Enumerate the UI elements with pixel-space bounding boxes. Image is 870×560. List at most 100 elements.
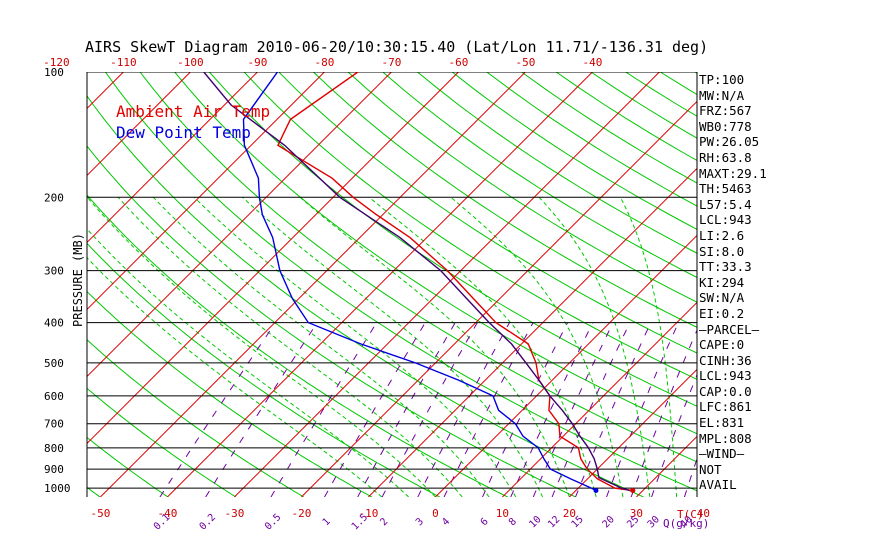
- mixing-ratio-line: [551, 322, 631, 497]
- top-temp-tick-label: -50: [515, 56, 535, 69]
- mixing-ratio-line: [532, 322, 614, 497]
- dry-adiabat: [243, 72, 697, 380]
- dry-adiabat: [104, 72, 697, 492]
- dry-adiabat: [87, 436, 169, 497]
- bottom-temp-tick-label: -40: [157, 507, 177, 520]
- moist-adiabat: [450, 196, 624, 497]
- mixing-ratio-line: [443, 322, 534, 497]
- legend: Ambient Air Temp Dew Point Temp: [116, 102, 270, 142]
- index-row: LFC:861: [699, 399, 752, 415]
- moist-adiabat: [87, 228, 409, 497]
- top-temp-tick-label: -60: [448, 56, 468, 69]
- dry-adiabat: [0, 72, 32, 497]
- mixing-ratio-tick-label: 3: [414, 516, 426, 528]
- dry-adiabat: [87, 486, 101, 497]
- mixing-ratio-line: [324, 322, 426, 497]
- dry-adiabat: [87, 339, 305, 497]
- legend-ambient-air-temp: Ambient Air Temp: [116, 102, 270, 121]
- index-row: LCL:943: [699, 212, 752, 228]
- moist-adiabat: [242, 196, 544, 497]
- mixing-ratio-line: [159, 322, 276, 497]
- pressure-tick-label: 100: [44, 66, 64, 79]
- isotherm: [87, 72, 258, 244]
- index-row: KI:294: [699, 274, 745, 290]
- dry-adiabat: [174, 72, 697, 435]
- mixing-ratio-tick-label: 10: [527, 514, 543, 530]
- mixing-ratio-tick-label: 6: [479, 516, 491, 528]
- bottom-temp-tick-label: -10: [358, 507, 378, 520]
- index-row: EL:831: [699, 415, 745, 431]
- mixing-ratio-tick-label: 12: [546, 514, 562, 530]
- index-row: MW:N/A: [699, 87, 745, 103]
- moist-adiabat: [193, 196, 517, 497]
- index-row: —WIND—: [699, 446, 745, 462]
- index-row: LI:2.6: [699, 227, 745, 243]
- top-temp-tick-label: -70: [381, 56, 401, 69]
- isotherm: [87, 72, 392, 378]
- moist-adiabat: [152, 196, 490, 497]
- mixing-ratio-line: [482, 322, 569, 497]
- index-row: FRZ:567: [699, 103, 752, 119]
- mixing-ratio-line: [417, 322, 510, 497]
- mixing-ratio-line: [630, 328, 697, 497]
- top-temp-tick-label: -100: [177, 56, 204, 69]
- grid-layer: [0, 72, 697, 497]
- pressure-tick-label: 300: [44, 265, 64, 278]
- top-temp-tick-label: -120: [43, 56, 70, 69]
- mixing-ratio-tick-label: 2: [378, 516, 390, 528]
- mixing-ratio-tick-label: 4: [440, 516, 452, 528]
- pressure-tick-label: 700: [44, 418, 64, 431]
- index-row: TH:5463: [699, 181, 752, 197]
- pressure-tick-label: 1000: [44, 482, 71, 495]
- index-row: TT:33.3: [699, 259, 752, 275]
- bottom-temp-tick-label: -20: [291, 507, 311, 520]
- dewpoint-profile-line: [242, 72, 597, 492]
- chart-title: AIRS SkewT Diagram 2010-06-20/10:30:15.4…: [85, 38, 708, 56]
- bottom-temp-tick-label: 10: [496, 507, 509, 520]
- top-temp-tick-label: -80: [314, 56, 334, 69]
- bottom-temp-tick-label: 0: [432, 507, 439, 520]
- isotherm: [569, 368, 697, 497]
- isotherm: [87, 72, 459, 445]
- mixing-ratio-tick-label: 1: [321, 516, 333, 528]
- index-row: NOT: [699, 461, 722, 477]
- isotherm: [87, 72, 325, 311]
- mixing-ratio-line: [510, 322, 594, 497]
- dry-adiabat: [87, 145, 576, 497]
- mixing-ratio-line: [651, 373, 697, 497]
- pressure-tick-label: 400: [44, 317, 64, 330]
- bottom-temp-tick-label: 20: [563, 507, 576, 520]
- dry-adiabat: [87, 95, 644, 497]
- surface-temp-point: [630, 488, 636, 494]
- x-axis-label: T(C): [677, 508, 704, 521]
- isotherm: [0, 72, 56, 497]
- index-row: —PARCEL—: [699, 321, 760, 337]
- dry-adiabat: [209, 72, 697, 407]
- temperature-profile-line: [276, 72, 633, 492]
- index-row: SI:8.0: [699, 243, 745, 259]
- moist-adiabat: [299, 196, 570, 497]
- moist-adiabat: [117, 196, 463, 497]
- index-row: LCL:943: [699, 368, 752, 384]
- series-layer: [203, 72, 636, 494]
- isotherm: [167, 72, 593, 497]
- index-row: EI:0.2: [699, 305, 745, 321]
- dry-adiabat: [87, 290, 373, 497]
- moist-adiabat: [87, 196, 436, 497]
- pressure-tick-label: 600: [44, 390, 64, 403]
- index-row: CAPE:0: [699, 337, 745, 353]
- index-row: L57:5.4: [699, 196, 752, 212]
- top-temp-tick-label: -40: [582, 56, 602, 69]
- index-row: TP:100: [699, 72, 745, 87]
- moist-adiabat: [368, 196, 597, 497]
- mixing-ratio-line: [357, 322, 456, 497]
- dry-adiabat: [87, 194, 508, 497]
- dry-adiabat: [347, 72, 697, 303]
- mixing-ratio-line: [575, 322, 652, 497]
- mixing-ratio-tick-label: 30: [646, 514, 662, 530]
- isotherm: [368, 167, 697, 497]
- parcel-profile-line: [203, 72, 630, 492]
- isotherm: [234, 72, 660, 497]
- y-axis-label: PRESSURE (MB): [71, 233, 85, 327]
- mixing-ratio-tick-label: 0.2: [198, 512, 219, 533]
